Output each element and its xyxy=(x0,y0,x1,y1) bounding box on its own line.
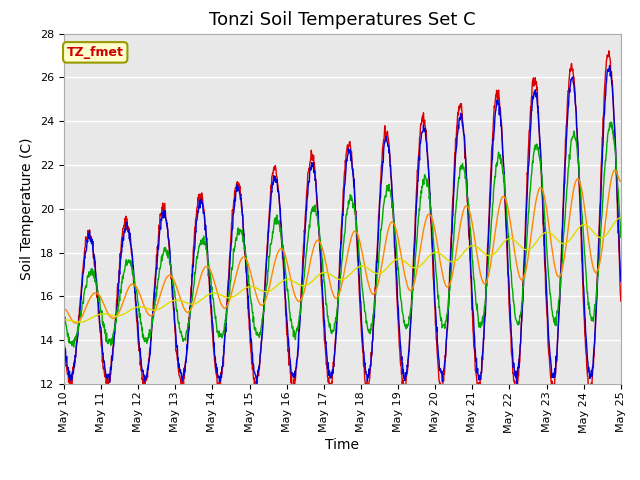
-8cm xyxy=(607,119,615,125)
Line: -16cm: -16cm xyxy=(64,170,621,323)
-8cm xyxy=(70,344,77,350)
-8cm xyxy=(171,288,179,294)
Line: -4cm: -4cm xyxy=(64,65,621,384)
Text: TZ_fmet: TZ_fmet xyxy=(67,46,124,59)
Title: Tonzi Soil Temperatures Set C: Tonzi Soil Temperatures Set C xyxy=(209,11,476,29)
-8cm xyxy=(60,313,68,319)
-32cm xyxy=(60,317,68,323)
-8cm xyxy=(551,322,559,327)
-32cm xyxy=(246,284,254,289)
-4cm xyxy=(429,246,436,252)
-2cm xyxy=(429,263,436,269)
-2cm xyxy=(184,332,191,337)
Line: -8cm: -8cm xyxy=(64,122,621,347)
-16cm xyxy=(246,269,254,275)
-4cm xyxy=(502,205,509,211)
-4cm xyxy=(617,278,625,284)
-32cm xyxy=(184,300,192,306)
-4cm xyxy=(605,62,613,68)
-8cm xyxy=(429,235,437,240)
-2cm xyxy=(438,391,446,397)
-32cm xyxy=(75,319,83,325)
Line: -2cm: -2cm xyxy=(64,51,621,394)
-2cm xyxy=(60,338,68,344)
-16cm xyxy=(617,179,625,184)
-16cm xyxy=(551,265,559,271)
-4cm xyxy=(246,324,254,330)
-16cm xyxy=(171,279,179,285)
-32cm xyxy=(171,298,179,303)
-16cm xyxy=(429,219,437,225)
-32cm xyxy=(502,237,509,243)
-2cm xyxy=(502,222,509,228)
-2cm xyxy=(551,370,559,376)
-2cm xyxy=(605,48,612,54)
-2cm xyxy=(246,338,254,344)
-32cm xyxy=(429,250,437,256)
-8cm xyxy=(184,320,192,326)
-4cm xyxy=(513,381,520,387)
-32cm xyxy=(617,215,625,220)
-2cm xyxy=(617,298,625,304)
-16cm xyxy=(184,309,192,315)
-4cm xyxy=(60,336,68,341)
-16cm xyxy=(60,306,68,312)
-4cm xyxy=(551,366,559,372)
Line: -32cm: -32cm xyxy=(64,217,621,322)
-4cm xyxy=(184,338,191,344)
-32cm xyxy=(551,234,559,240)
-16cm xyxy=(502,197,509,203)
X-axis label: Time: Time xyxy=(325,438,360,452)
-8cm xyxy=(617,234,625,240)
-4cm xyxy=(170,310,178,315)
-8cm xyxy=(246,295,254,301)
-2cm xyxy=(170,318,178,324)
-16cm xyxy=(611,167,618,173)
-16cm xyxy=(72,320,80,326)
Y-axis label: Soil Temperature (C): Soil Temperature (C) xyxy=(20,138,35,280)
-8cm xyxy=(502,196,509,202)
